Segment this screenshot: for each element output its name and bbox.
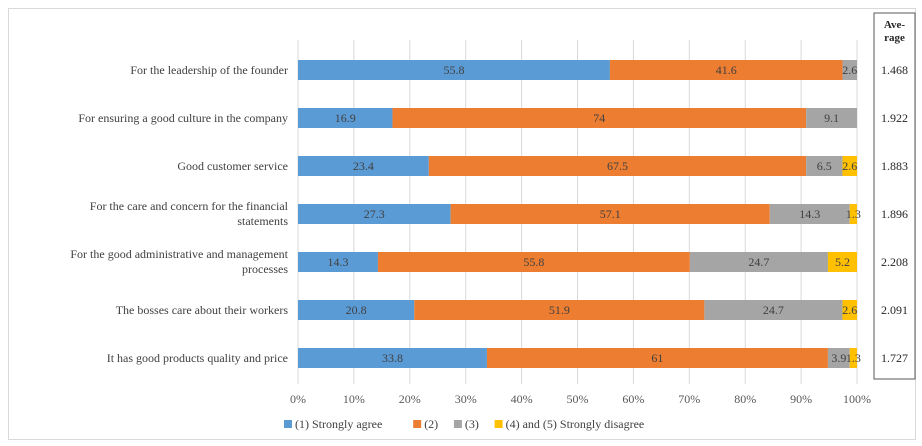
bar-segment	[298, 156, 429, 176]
x-tick-label: 80%	[734, 392, 756, 406]
x-tick-label: 50%	[567, 392, 589, 406]
category-label: Good customer service	[177, 159, 288, 173]
category-label: processes	[242, 262, 288, 276]
data-label: 3.9	[831, 351, 846, 365]
bar-segment	[414, 300, 705, 320]
bar-segment	[298, 348, 487, 368]
category-label: For the leadership of the founder	[130, 63, 288, 77]
average-value: 1.468	[881, 63, 908, 77]
data-label: 20.8	[346, 303, 367, 317]
average-value: 2.091	[881, 303, 908, 317]
data-label: 74	[593, 111, 605, 125]
bar-segment	[298, 60, 610, 80]
legend-label: (1) Strongly agree	[295, 417, 382, 431]
data-label: 27.3	[364, 207, 385, 221]
bar-segment	[298, 204, 451, 224]
bar-segment	[298, 300, 415, 320]
average-header: Ave-	[884, 19, 906, 31]
bar-segment	[298, 108, 393, 128]
category-label: It has good products quality and price	[107, 351, 288, 365]
bar-segment	[806, 108, 857, 128]
bar-segment	[704, 300, 843, 320]
legend-swatch	[413, 420, 422, 428]
bar-segment	[842, 60, 857, 80]
bar-segment	[689, 252, 828, 272]
x-tick-label: 0%	[290, 392, 306, 406]
data-label: 55.8	[523, 255, 544, 269]
x-tick-label: 30%	[455, 392, 477, 406]
data-label: 57.1	[600, 207, 621, 221]
data-label: 5.2	[835, 255, 850, 269]
legend-label: (3)	[465, 417, 479, 431]
x-tick-label: 40%	[511, 392, 533, 406]
data-label: 55.8	[443, 63, 464, 77]
data-label: 24.7	[748, 255, 769, 269]
category-label: The bosses care about their workers	[116, 303, 289, 317]
data-label: 2.6	[842, 63, 857, 77]
bar-segment	[827, 348, 850, 368]
x-tick-label: 70%	[678, 392, 700, 406]
average-value: 1.727	[881, 351, 908, 365]
average-header: rage	[884, 32, 905, 44]
data-label: 6.5	[817, 159, 832, 173]
bar-segment	[450, 204, 770, 224]
bar-segment	[827, 252, 857, 272]
legend-label: (2)	[424, 417, 438, 431]
legend-swatch	[284, 420, 292, 428]
data-label: 14.3	[327, 255, 348, 269]
bar-segment	[849, 348, 857, 368]
category-label: For the good administrative and manageme…	[70, 247, 288, 261]
average-column-box	[873, 12, 916, 380]
average-value: 2.208	[881, 255, 908, 269]
bar-segment	[392, 108, 807, 128]
bar-segment	[806, 156, 843, 176]
category-label: For the care and concern for the financi…	[90, 199, 289, 213]
data-label: 24.7	[763, 303, 784, 317]
data-label: 1.3	[846, 207, 861, 221]
average-value: 1.896	[881, 207, 908, 221]
average-value: 1.883	[881, 159, 908, 173]
x-tick-label: 20%	[399, 392, 421, 406]
bar-segment	[769, 204, 850, 224]
bar-segment	[486, 348, 828, 368]
legend-swatch	[494, 420, 503, 428]
bar-segment	[377, 252, 690, 272]
x-tick-label: 10%	[343, 392, 365, 406]
bar-segment	[428, 156, 807, 176]
bar-segment	[298, 252, 378, 272]
x-tick-label: 90%	[790, 392, 812, 406]
data-label: 2.6	[842, 159, 857, 173]
bar-segment	[842, 300, 857, 320]
average-value: 1.922	[881, 111, 908, 125]
bar-segment	[609, 60, 843, 80]
data-label: 51.9	[549, 303, 570, 317]
data-label: 61	[651, 351, 663, 365]
data-label: 9.1	[824, 111, 839, 125]
data-label: 41.6	[716, 63, 737, 77]
data-label: 14.3	[799, 207, 820, 221]
category-label: For ensuring a good culture in the compa…	[78, 111, 288, 125]
x-tick-label: 60%	[622, 392, 644, 406]
x-tick-label: 100%	[843, 392, 871, 406]
category-label: statements	[237, 214, 288, 228]
legend-label: (4) and (5) Strongly disagree	[506, 417, 645, 431]
data-label: 33.8	[382, 351, 403, 365]
bar-segment	[842, 156, 857, 176]
data-label: 1.3	[846, 351, 861, 365]
data-label: 16.9	[335, 111, 356, 125]
data-label: 23.4	[353, 159, 374, 173]
data-label: 67.5	[607, 159, 628, 173]
legend-swatch	[453, 420, 462, 428]
bar-segment	[849, 204, 857, 224]
data-label: 2.6	[842, 303, 857, 317]
